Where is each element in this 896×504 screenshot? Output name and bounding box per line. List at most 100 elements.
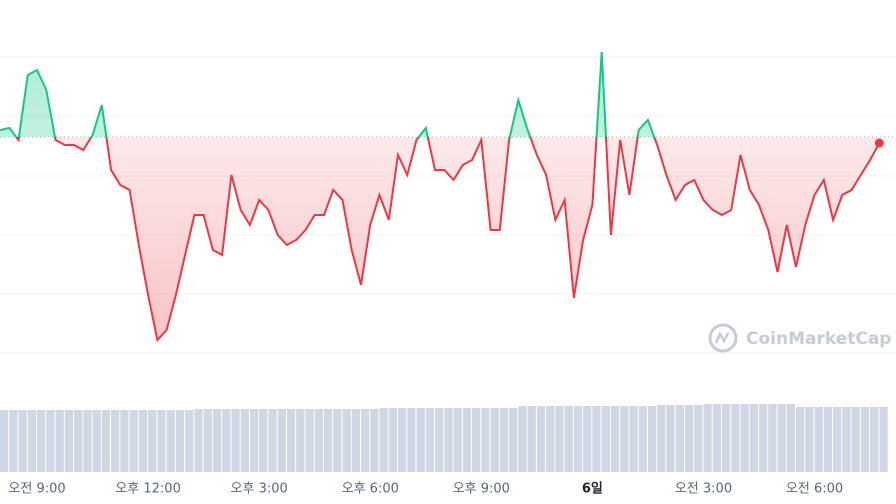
volume-bar <box>333 409 342 472</box>
watermark-text: CoinMarketCap <box>746 329 891 349</box>
volume-bar <box>111 410 120 472</box>
volume-bar <box>703 404 712 472</box>
volume-bar <box>555 406 564 472</box>
volume-bar <box>462 408 472 472</box>
volume-bar <box>342 409 351 472</box>
watermark-logo <box>708 323 738 353</box>
volume-bar <box>379 408 388 472</box>
volume-bar <box>694 405 703 472</box>
volume-bar <box>777 404 786 472</box>
volume-bar <box>370 409 379 472</box>
price-line-down <box>14 137 881 343</box>
volume-bar <box>120 410 129 472</box>
volume-bar <box>240 409 249 472</box>
volume-bar <box>388 408 398 472</box>
volume-bar <box>360 409 370 472</box>
volume-bar <box>92 410 101 472</box>
volume-bar <box>249 409 259 472</box>
volume-bar <box>721 404 731 472</box>
volume-bar <box>185 410 194 472</box>
volume-bar <box>583 406 592 472</box>
volume-bar <box>786 404 796 472</box>
last-point <box>874 138 884 148</box>
volume-bar <box>731 404 740 472</box>
volume-bar <box>129 410 138 472</box>
volume-bar <box>851 407 860 472</box>
volume-bar <box>740 404 749 472</box>
volume-bar <box>157 410 166 472</box>
volume-bar <box>647 406 657 472</box>
x-tick-label: 오후 6:00 <box>342 482 399 497</box>
volume-bar <box>472 408 481 472</box>
volume-bar <box>518 406 527 472</box>
volume-bar <box>749 404 759 472</box>
watermark-logo-mark <box>714 331 730 344</box>
volume-bar <box>101 410 111 472</box>
volume-bar <box>296 409 305 472</box>
volume-bar <box>564 406 573 472</box>
volume-bar <box>9 410 18 472</box>
volume-bar <box>805 407 814 472</box>
volume-bar <box>444 408 453 472</box>
volume-bar <box>407 408 416 472</box>
volume-bar <box>323 409 333 472</box>
volume-bar <box>666 405 675 472</box>
volume-bar <box>481 408 490 472</box>
volume-bar <box>833 407 842 472</box>
volume-bar <box>860 407 870 472</box>
volume-bar <box>175 410 185 472</box>
x-tick-label: 오후 3:00 <box>231 482 288 497</box>
volume-bar <box>657 405 666 472</box>
volume-bar <box>796 407 805 472</box>
volume-bar <box>259 409 268 472</box>
volume-bar <box>148 410 157 472</box>
volume-bar <box>842 407 851 472</box>
volume-bar <box>277 409 286 472</box>
volume-bar <box>490 408 499 472</box>
volume-bar <box>351 409 360 472</box>
volume-bar <box>194 409 203 472</box>
volume-bar <box>268 409 277 472</box>
volume-bar <box>870 407 879 472</box>
volume-bar <box>425 408 435 472</box>
volume-bar <box>499 408 509 472</box>
volume-bar <box>305 409 314 472</box>
volume-bar <box>527 406 536 472</box>
x-tick-label: 오전 9:00 <box>8 482 65 497</box>
volume-bar <box>684 405 694 472</box>
volume-bar <box>435 408 444 472</box>
volume-bar <box>231 409 240 472</box>
volume-bar <box>138 410 148 472</box>
volume-bar <box>83 410 92 472</box>
volume-bar <box>759 404 768 472</box>
volume-bar <box>536 406 546 472</box>
volume-bar <box>629 406 638 472</box>
volume-bar <box>37 410 46 472</box>
volume-bar <box>879 407 888 472</box>
volume-bar <box>592 406 601 472</box>
volume-bar <box>166 410 175 472</box>
volume-bar <box>546 406 555 472</box>
x-tick-label: 오전 6:00 <box>786 482 843 497</box>
x-tick-label: 6일 <box>582 482 603 497</box>
volume-bar <box>46 410 55 472</box>
volume-bar <box>203 409 212 472</box>
volume-bar <box>638 406 647 472</box>
volume-bar <box>712 404 721 472</box>
volume-bar <box>823 407 833 472</box>
volume-bar <box>610 406 620 472</box>
volume-bar <box>768 404 777 472</box>
volume-bar <box>509 408 518 472</box>
volume-bar <box>416 408 425 472</box>
volume-bar <box>620 406 629 472</box>
volume-bar <box>675 405 684 472</box>
volume-bar <box>212 409 222 472</box>
volume-bar <box>601 406 610 472</box>
watermark: CoinMarketCap <box>708 323 891 353</box>
x-tick-label: 오전 3:00 <box>675 482 732 497</box>
volume-bar <box>453 408 462 472</box>
x-tick-label: 오후 9:00 <box>453 482 510 497</box>
x-tick-label: 오후 12:00 <box>115 482 181 497</box>
